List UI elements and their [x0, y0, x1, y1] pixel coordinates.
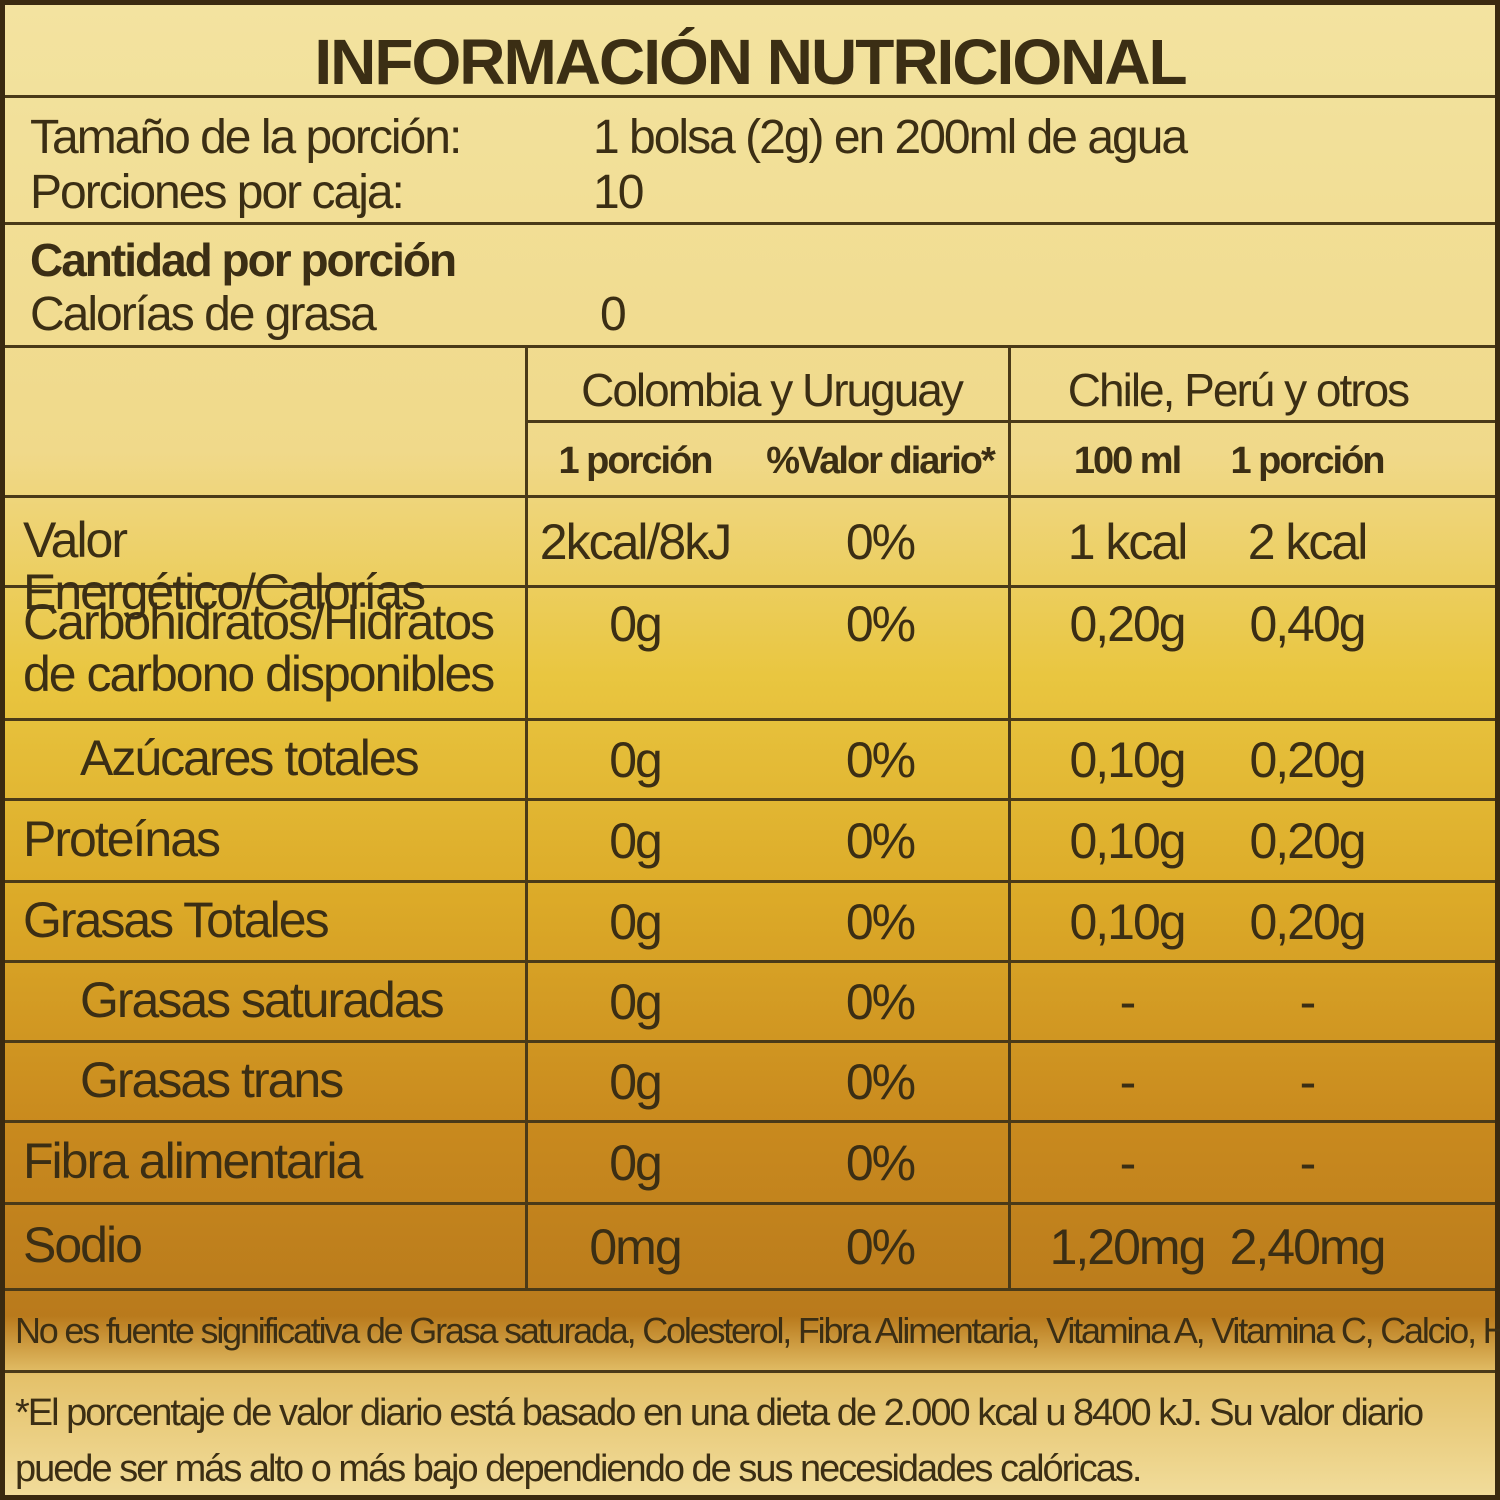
rule	[1008, 345, 1011, 1290]
cell-value: 0%	[845, 973, 916, 1030]
rule	[5, 718, 1495, 721]
cell-value: -	[1119, 1134, 1137, 1191]
amount-header: Cantidad por porción	[30, 234, 457, 286]
cell-value: 0%	[845, 513, 916, 570]
row-label: Sodio	[23, 1216, 143, 1273]
cell-value: 0,20g	[1249, 893, 1366, 950]
group-header: Chile, Perú y otros	[1067, 364, 1410, 416]
rule	[5, 960, 1495, 963]
cell-value: 0,10g	[1069, 893, 1186, 950]
serving-value: 10	[593, 166, 644, 219]
cell-value: 0,20g	[1069, 596, 1186, 652]
cell-value: -	[1299, 973, 1317, 1030]
group-header: Colombia y Uruguay	[581, 364, 964, 416]
cell-value: 0%	[845, 893, 916, 950]
fat-calories-label: Calorías de grasa	[30, 288, 377, 341]
subheader: %Valor diario*	[766, 440, 996, 482]
cell-value: 0,20g	[1249, 731, 1366, 788]
cell-value: 0g	[609, 596, 663, 652]
row-label: Azúcares totales	[80, 729, 420, 786]
rule	[5, 222, 1495, 225]
row-label: Grasas saturadas	[80, 971, 445, 1028]
subheader: 1 porción	[558, 440, 713, 482]
rule	[5, 1040, 1495, 1043]
cell-value: -	[1119, 973, 1137, 1030]
row-label: Proteínas	[23, 810, 221, 867]
rule	[5, 1202, 1495, 1205]
rule	[5, 1120, 1495, 1123]
row-label: Valor Energético/Calorías	[23, 511, 426, 620]
row-label: Fibra alimentaria	[23, 1132, 363, 1189]
rule	[5, 495, 1495, 498]
row-label: Grasas Totales	[23, 891, 330, 948]
footnote: *El porcentaje de valor diario está basa…	[15, 1392, 1424, 1490]
cell-value: 2 kcal	[1247, 513, 1369, 570]
rule	[5, 1370, 1495, 1373]
cell-value: -	[1299, 1134, 1317, 1191]
footnote: No es fuente significativa de Grasa satu…	[15, 1310, 1500, 1351]
rule	[5, 345, 1495, 348]
rule	[5, 95, 1495, 98]
row-label: Carbohidratos/Hidratos de carbono dispon…	[23, 594, 495, 702]
rule	[5, 585, 1495, 588]
cell-value: 0g	[609, 1134, 663, 1191]
cell-value: 0g	[609, 893, 663, 950]
cell-value: 0g	[609, 1053, 663, 1110]
subheader: 1 porción	[1230, 440, 1385, 482]
cell-value: 0%	[845, 812, 916, 869]
cell-value: 0mg	[589, 1218, 682, 1275]
cell-value: 0%	[845, 1053, 916, 1110]
cell-value: 1 kcal	[1067, 513, 1189, 570]
cell-value: 0,10g	[1069, 812, 1186, 869]
cell-value: -	[1119, 1053, 1137, 1110]
cell-value: 0%	[845, 596, 916, 652]
rule	[5, 798, 1495, 801]
cell-value: 0g	[609, 731, 663, 788]
subheader: 100 ml	[1073, 440, 1182, 482]
serving-label: Porciones por caja:	[30, 166, 405, 219]
rule	[5, 1288, 1495, 1291]
cell-value: 0,10g	[1069, 731, 1186, 788]
rule	[525, 345, 528, 1290]
cell-value: 1,20mg	[1049, 1218, 1207, 1275]
serving-label: Tamaño de la porción:	[30, 111, 462, 164]
row-label: Grasas trans	[80, 1051, 344, 1108]
serving-value: 1 bolsa (2g) en 200ml de agua	[593, 111, 1188, 164]
rule	[5, 880, 1495, 883]
cell-value: -	[1299, 1053, 1317, 1110]
cell-value: 2,40mg	[1229, 1218, 1387, 1275]
title: INFORMACIÓN NUTRICIONAL	[314, 26, 1187, 98]
cell-value: 0g	[609, 812, 663, 869]
cell-value: 0,40g	[1249, 596, 1366, 652]
cell-value: 0%	[845, 731, 916, 788]
cell-value: 0%	[845, 1134, 916, 1191]
cell-value: 0,20g	[1249, 812, 1366, 869]
fat-calories-value: 0	[600, 288, 627, 341]
cell-value: 0g	[609, 973, 663, 1030]
cell-value: 2kcal/8kJ	[539, 513, 732, 570]
cell-value: 0%	[845, 1218, 916, 1275]
